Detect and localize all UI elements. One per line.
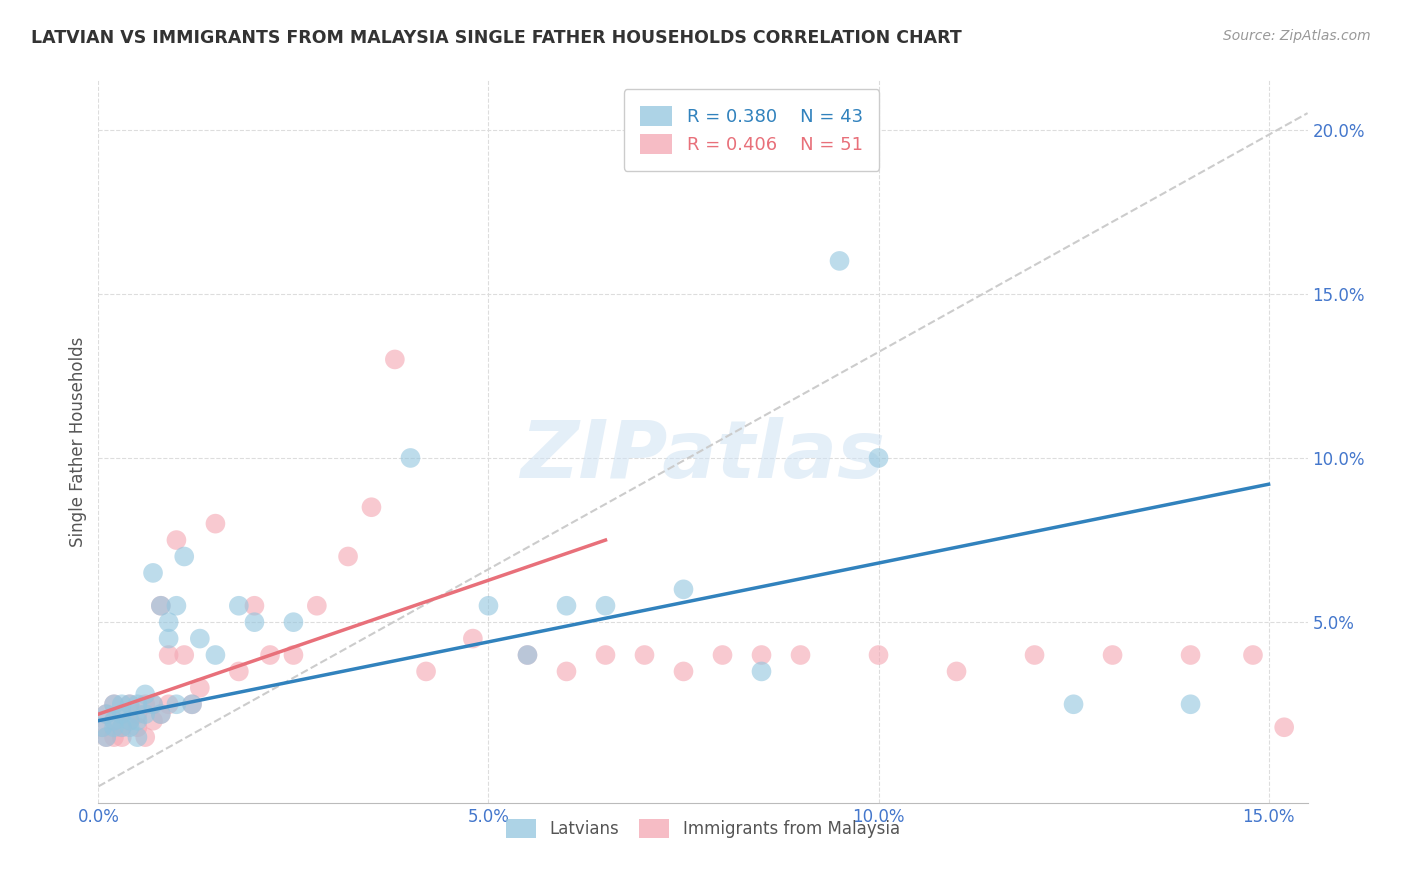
Point [96,707,118,722]
Point [828,253,851,268]
Point [204,648,226,662]
Point [337,549,360,564]
Point [243,615,266,630]
Point [384,352,406,367]
Point [103,714,125,728]
Point [111,707,134,722]
Point [868,450,890,465]
Point [711,648,734,662]
Point [111,730,134,744]
Point [1024,648,1046,662]
Point [103,730,125,744]
Point [228,599,250,613]
Text: ZIPatlas: ZIPatlas [520,417,886,495]
Point [181,698,204,712]
Point [111,698,134,712]
Point [142,714,165,728]
Point [360,500,382,515]
Point [305,599,328,613]
Point [1063,698,1085,712]
Point [555,665,578,679]
Point [96,730,118,744]
Point [118,714,141,728]
Point [789,648,811,662]
Point [96,707,118,722]
Point [127,698,149,712]
Point [945,665,967,679]
Point [157,632,180,646]
Point [1101,648,1123,662]
Point [165,533,187,547]
Point [751,648,773,662]
Point [751,665,773,679]
Point [127,720,149,734]
Point [103,698,125,712]
Point [461,632,484,646]
Point [103,720,125,734]
Point [672,665,695,679]
Point [1180,648,1202,662]
Point [118,714,141,728]
Point [96,730,118,744]
Point [516,648,538,662]
Point [399,450,422,465]
Point [165,698,187,712]
Point [111,720,134,734]
Point [173,648,195,662]
Y-axis label: Single Father Households: Single Father Households [69,336,87,547]
Point [633,648,655,662]
Point [134,698,156,712]
Point [111,720,134,734]
Point [477,599,499,613]
Point [228,665,250,679]
Text: LATVIAN VS IMMIGRANTS FROM MALAYSIA SINGLE FATHER HOUSEHOLDS CORRELATION CHART: LATVIAN VS IMMIGRANTS FROM MALAYSIA SING… [31,29,962,46]
Point [118,698,141,712]
Legend: Latvians, Immigrants from Malaysia: Latvians, Immigrants from Malaysia [499,813,907,845]
Point [103,698,125,712]
Point [595,599,617,613]
Point [149,599,172,613]
Point [149,707,172,722]
Point [283,648,305,662]
Point [1272,720,1295,734]
Point [188,632,211,646]
Point [516,648,538,662]
Point [672,582,695,597]
Point [243,599,266,613]
Point [415,665,437,679]
Point [142,698,165,712]
Point [149,707,172,722]
Point [173,549,195,564]
Point [134,707,156,722]
Point [118,698,141,712]
Point [111,707,134,722]
Point [91,720,114,734]
Point [188,681,211,695]
Text: Source: ZipAtlas.com: Source: ZipAtlas.com [1223,29,1371,43]
Point [127,730,149,744]
Point [127,714,149,728]
Point [868,648,890,662]
Point [259,648,281,662]
Point [555,599,578,613]
Point [157,698,180,712]
Point [204,516,226,531]
Point [157,615,180,630]
Point [103,714,125,728]
Point [118,720,141,734]
Point [142,698,165,712]
Point [1241,648,1264,662]
Point [1180,698,1202,712]
Point [283,615,305,630]
Point [149,599,172,613]
Point [595,648,617,662]
Point [134,687,156,701]
Point [181,698,204,712]
Point [165,599,187,613]
Point [157,648,180,662]
Point [91,720,114,734]
Point [134,730,156,744]
Point [127,707,149,722]
Point [142,566,165,580]
